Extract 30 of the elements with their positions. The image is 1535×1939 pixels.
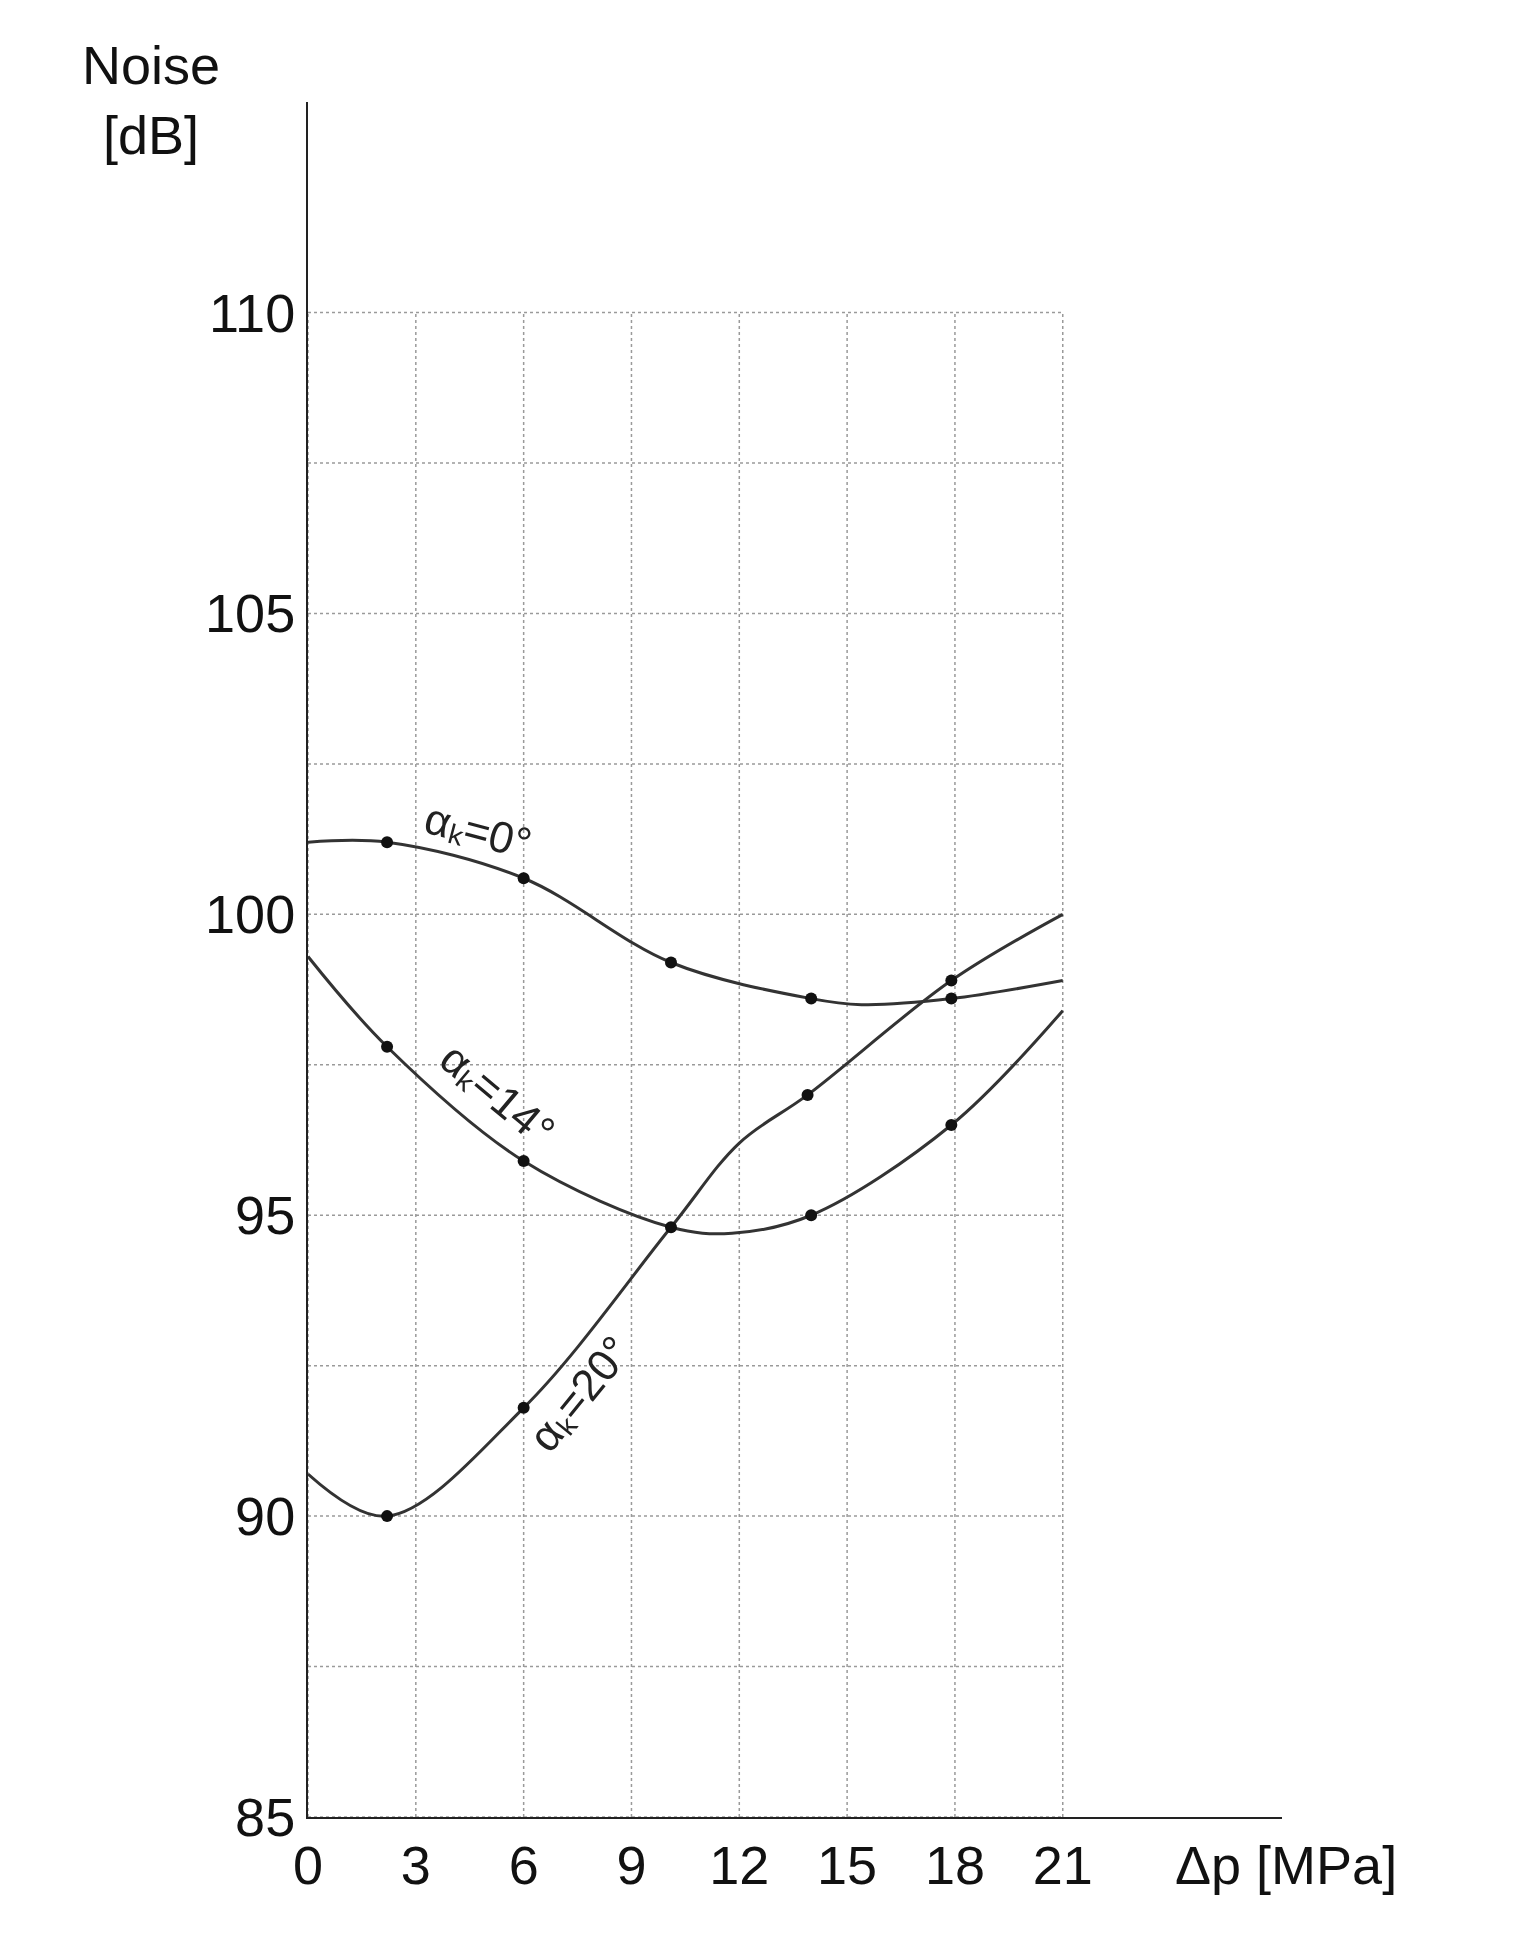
- point: [805, 992, 818, 1005]
- y-tick-label: 100: [205, 884, 296, 945]
- x-tick-label: 3: [400, 1834, 431, 1895]
- x-tick-label: 6: [508, 1834, 539, 1895]
- text: αₖ=0°: [419, 793, 537, 869]
- x-tick-label: 15: [817, 1834, 878, 1895]
- x-tick-label: 21: [1032, 1834, 1093, 1895]
- line-series: [308, 954, 1065, 1236]
- point: [945, 1118, 958, 1131]
- y-tick-label: 90: [235, 1486, 296, 1547]
- x-axis-title: Δp [MPa]: [1175, 1835, 1398, 1895]
- x-tick-label: 12: [709, 1834, 770, 1895]
- y-tick-label: 105: [205, 583, 296, 644]
- point: [381, 1510, 394, 1523]
- point: [517, 1155, 530, 1168]
- y-tick-label: 95: [235, 1185, 296, 1246]
- point: [945, 974, 958, 987]
- point: [665, 1221, 677, 1234]
- x-tick-label: 9: [616, 1834, 647, 1895]
- point: [517, 872, 530, 885]
- point: [381, 1040, 394, 1053]
- point: [945, 992, 958, 1005]
- y-tick-label: 110: [209, 282, 296, 343]
- point: [517, 1401, 530, 1414]
- point: [801, 1088, 814, 1101]
- point: [665, 956, 677, 969]
- point: [805, 1209, 818, 1222]
- y-axis-title: Noise [dB]: [82, 35, 221, 166]
- x-tick-label: 18: [924, 1834, 985, 1895]
- point: [381, 836, 394, 849]
